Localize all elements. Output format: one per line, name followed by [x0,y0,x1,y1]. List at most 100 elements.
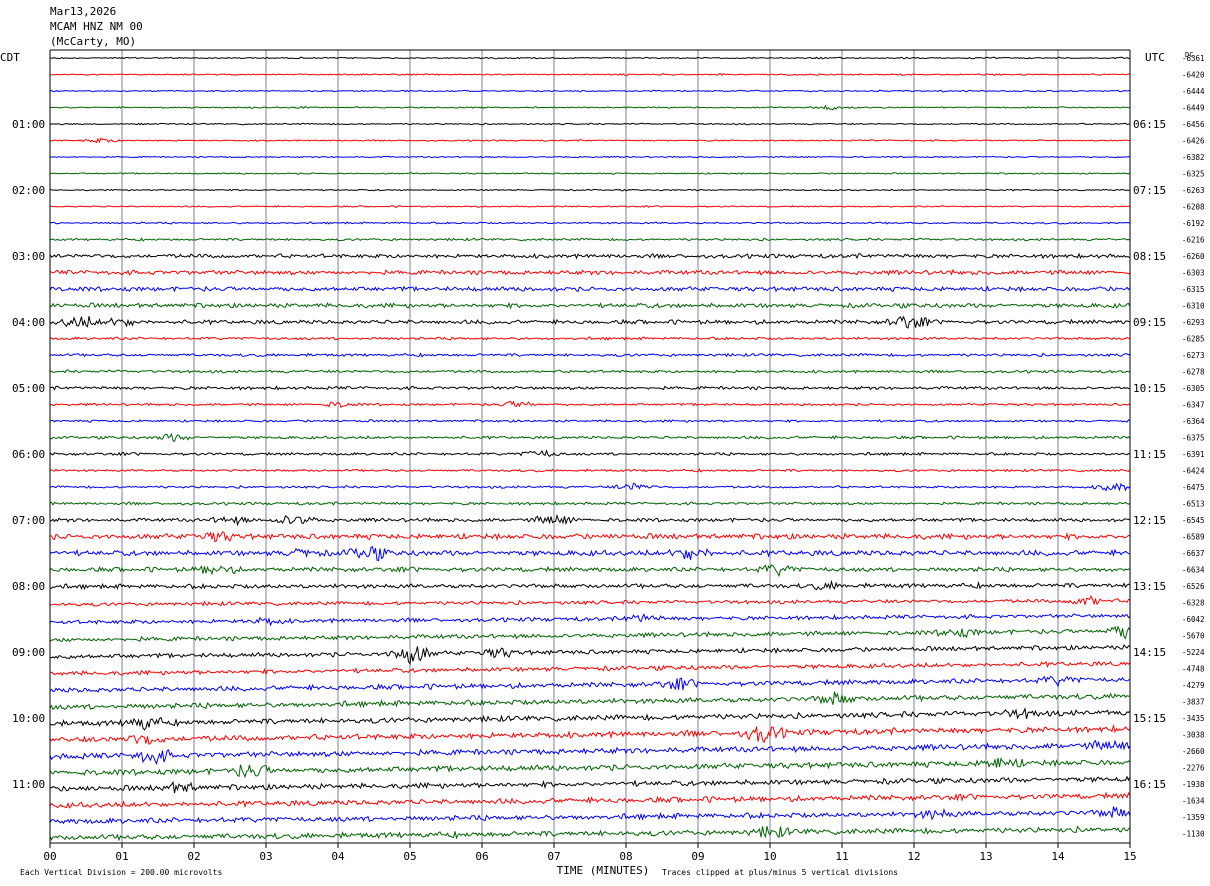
trace-line [49,137,1131,144]
trace-line [50,531,1131,543]
x-tick-label: 09 [691,850,704,863]
trace-line [49,644,1131,666]
dc-offset-label: -6347 [1182,401,1205,410]
trace-line [49,285,1131,293]
trace-line [49,104,1131,111]
dc-offset-label: -1130 [1182,830,1205,839]
dc-offset-label: -6444 [1182,87,1205,96]
utc-hour-labels: 06:15 07:15 08:15 09:15 10:15 11:15 12:15 13:15… [1133,118,1166,791]
dc-offset-label: -6420 [1182,71,1205,80]
dc-offset-label: -6315 [1182,285,1205,294]
cdt-hour-label: 02:00 [12,184,45,197]
trace-line [49,723,1131,745]
scale-note: Each Vertical Division = 200.00 microvol… [20,868,222,877]
utc-hour-label: 09:15 [1133,316,1166,329]
dc-offset-labels: -6361 -6420 -6444 -6449 -6456 -6426 -6382 -6325… [1182,54,1205,839]
dc-offset-label: -6278 [1182,368,1205,377]
dc-offset-label: -6303 [1182,269,1205,278]
dc-offset-label: -6273 [1182,351,1205,360]
utc-hour-label: 08:15 [1133,250,1166,263]
dc-offset-label: -6456 [1182,120,1205,129]
dc-offset-label: -5224 [1182,648,1205,657]
utc-hour-label: 11:15 [1133,448,1166,461]
trace-line [49,122,1130,126]
x-axis-ticks: 00 01 02 03 04 05 06 07 08 09 10 11 12 13 14 15 [43,843,1137,863]
cdt-hour-label: 08:00 [12,580,45,593]
dc-offset-label: -6513 [1182,500,1205,509]
utc-hour-label: 07:15 [1133,184,1166,197]
dc-offset-label: -6426 [1182,137,1205,146]
plot-frame [49,49,1131,844]
x-tick-label: 10 [763,850,776,863]
x-tick-label: 06 [475,850,488,863]
x-tick-label: 11 [835,850,848,863]
trace-line [50,188,1131,192]
x-tick-label: 03 [259,850,272,863]
x-tick-label: 12 [907,850,920,863]
trace-line [49,595,1131,607]
trace-line [49,400,1131,409]
trace-line [49,806,1131,825]
x-tick-label: 01 [115,850,128,863]
dc-offset-label: -6475 [1182,483,1205,492]
trace-line [49,468,1131,473]
dc-offset-label: -6634 [1182,566,1205,575]
cdt-hour-labels: 01:00 02:00 03:00 04:00 05:00 06:00 07:00 08:00… [12,118,45,791]
trace-line [49,155,1131,159]
cdt-hour-label: 09:00 [12,646,45,659]
dc-offset-label: -1634 [1182,797,1205,806]
dc-offset-label: -6293 [1182,318,1205,327]
x-tick-label: 05 [403,850,416,863]
trace-line [49,237,1131,242]
utc-hour-label: 10:15 [1133,382,1166,395]
trace-line [50,172,1131,175]
trace-line [49,546,1131,562]
trace-line [49,691,1131,711]
clip-note: Traces clipped at plus/minus 5 vertical … [662,868,898,877]
dc-offset-label: -4748 [1182,665,1205,674]
dc-offset-label: -5670 [1182,632,1205,641]
cdt-hour-label: 01:00 [12,118,45,131]
left-timezone-label: CDT [0,51,20,64]
dc-offset-label: -6263 [1182,186,1205,195]
utc-hour-label: 12:15 [1133,514,1166,527]
right-timezone-label: UTC [1145,51,1165,64]
dc-offset-label: -4279 [1182,681,1205,690]
trace-line [49,675,1131,693]
trace-line [49,482,1131,492]
cdt-hour-label: 06:00 [12,448,45,461]
trace-line [50,73,1131,77]
trace-line [49,432,1131,443]
x-tick-label: 04 [331,850,345,863]
trace-line [49,268,1131,276]
trace-line [49,775,1131,794]
dc-offset-label: -6216 [1182,236,1205,245]
dc-offset-label: -6285 [1182,335,1205,344]
dc-offset-label: -6192 [1182,219,1205,228]
trace-line [49,315,1131,329]
utc-hour-label: 16:15 [1133,778,1166,791]
x-tick-label: 14 [1051,850,1065,863]
dc-offset-label: -6545 [1182,516,1205,525]
x-axis-label: TIME (MINUTES) [557,864,650,877]
trace-line [49,579,1131,591]
dc-offset-label: -2276 [1182,764,1205,773]
cdt-hour-label: 04:00 [12,316,45,329]
trace-line [49,501,1131,506]
dc-offset-label: -6424 [1182,467,1205,476]
trace-line [49,221,1131,225]
dc-offset-label: -6328 [1182,599,1205,608]
dc-offset-label: -6391 [1182,450,1205,459]
trace-line [49,739,1131,765]
dc-offset-label: -6364 [1182,417,1205,426]
trace-line [49,757,1131,779]
trace-line [49,385,1131,391]
trace-line [50,513,1131,527]
trace-line [49,205,1131,208]
trace-line [49,369,1131,374]
dc-offset-label: -3837 [1182,698,1205,707]
trace-lines [49,56,1131,842]
minute-grid [121,50,1059,843]
trace-line [49,791,1131,809]
cdt-hour-label: 10:00 [12,712,45,725]
